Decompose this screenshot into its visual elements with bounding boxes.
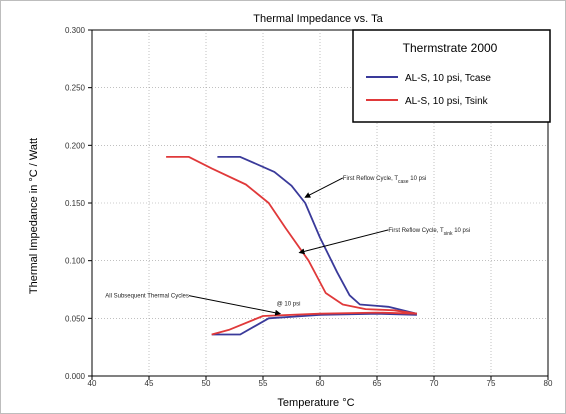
x-tick-label: 70 (430, 379, 439, 388)
series-line-2 (211, 312, 417, 336)
chart-title: Thermal Impedance vs. Ta (253, 13, 383, 25)
annotation-text: First Reflow Cycle, Tsink 10 psi (388, 228, 470, 237)
y-tick-label: 0.300 (65, 26, 86, 35)
x-tick-label: 75 (487, 379, 496, 388)
series-lines (166, 155, 418, 336)
legend-label-tcase: AL-S, 10 psi, Tcase (405, 73, 491, 84)
legend-title: Thermstrate 2000 (403, 41, 498, 55)
x-tick-label: 60 (316, 379, 325, 388)
y-tick-label: 0.050 (65, 314, 86, 323)
legend-label-tsink: AL-S, 10 psi, Tsink (405, 96, 489, 107)
ticks: 40 45 50 55 60 65 70 75 80 0.000 0.050 0.100 0.150 0.… (65, 26, 553, 388)
x-tick-label: 65 (373, 379, 382, 388)
x-tick-label: 40 (88, 379, 97, 388)
y-tick-label: 0.200 (65, 141, 86, 150)
series-line-0 (217, 155, 418, 315)
series-line-1 (166, 155, 418, 315)
annotation-text: @ 10 psi (277, 302, 301, 308)
annotation-arrow (304, 177, 344, 198)
x-tick-label: 50 (202, 379, 211, 388)
legend: Thermstrate 2000 AL-S, 10 psi, Tcase AL-… (352, 29, 551, 123)
y-tick-label: 0.100 (65, 257, 86, 266)
x-tick-label: 80 (544, 379, 553, 388)
annotation-arrow (298, 229, 389, 255)
series-line-3 (211, 311, 417, 336)
annotation-text: All Subsequent Thermal Cycles (105, 294, 189, 300)
annotations: First Reflow Cycle, Tcase 10 psi First Re… (105, 176, 470, 316)
y-axis-label: Thermal Impedance in °C / Watt (28, 138, 40, 294)
x-tick-label: 45 (145, 379, 154, 388)
x-axis-label: Temperature °C (277, 397, 354, 409)
y-tick-label: 0.150 (65, 199, 86, 208)
annotation-arrow (188, 295, 282, 316)
y-tick-label: 0.000 (65, 372, 86, 381)
annotation-text: First Reflow Cycle, Tcase 10 psi (343, 176, 426, 185)
y-tick-label: 0.250 (65, 84, 86, 93)
x-tick-label: 55 (259, 379, 268, 388)
